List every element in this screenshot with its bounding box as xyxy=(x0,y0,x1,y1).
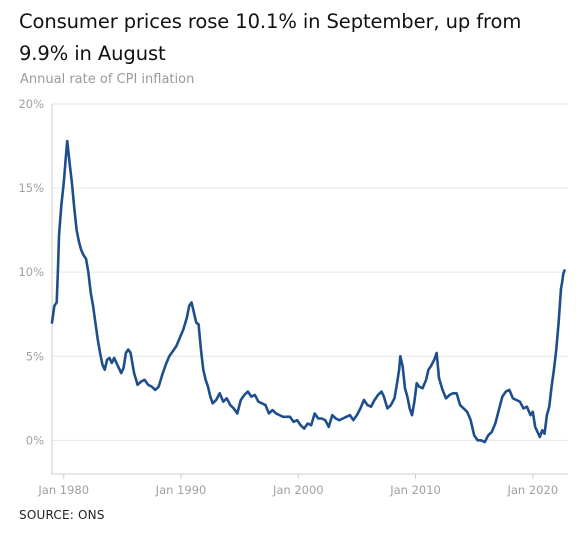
x-tick-label: Jan 2020 xyxy=(506,483,558,497)
x-tick-label: Jan 1990 xyxy=(155,483,207,497)
y-tick-label: 0% xyxy=(26,433,44,447)
x-tick-label: Jan 2010 xyxy=(389,483,441,497)
grid xyxy=(52,103,568,441)
series-layer xyxy=(50,139,566,444)
y-axis-ticks: 0% 5% 10% 15% 20% xyxy=(18,97,44,447)
y-tick-label: 5% xyxy=(26,349,44,363)
source-note: SOURCE: ONS xyxy=(19,508,105,522)
y-tick-label: 20% xyxy=(18,97,44,111)
series-line-0 xyxy=(50,139,566,444)
chart-title: Consumer prices rose 10.1% in September,… xyxy=(19,10,522,65)
x-tick-label: Jan 2000 xyxy=(272,483,324,497)
y-tick-label: 15% xyxy=(18,181,44,195)
y-tick-label: 10% xyxy=(18,265,44,279)
x-tick-label: Jan 1980 xyxy=(37,483,89,497)
chart-subtitle: Annual rate of CPI inflation xyxy=(20,72,195,87)
x-axis: Jan 1980 Jan 1990 Jan 2000 Jan 2010 Jan 2020 xyxy=(37,104,568,497)
